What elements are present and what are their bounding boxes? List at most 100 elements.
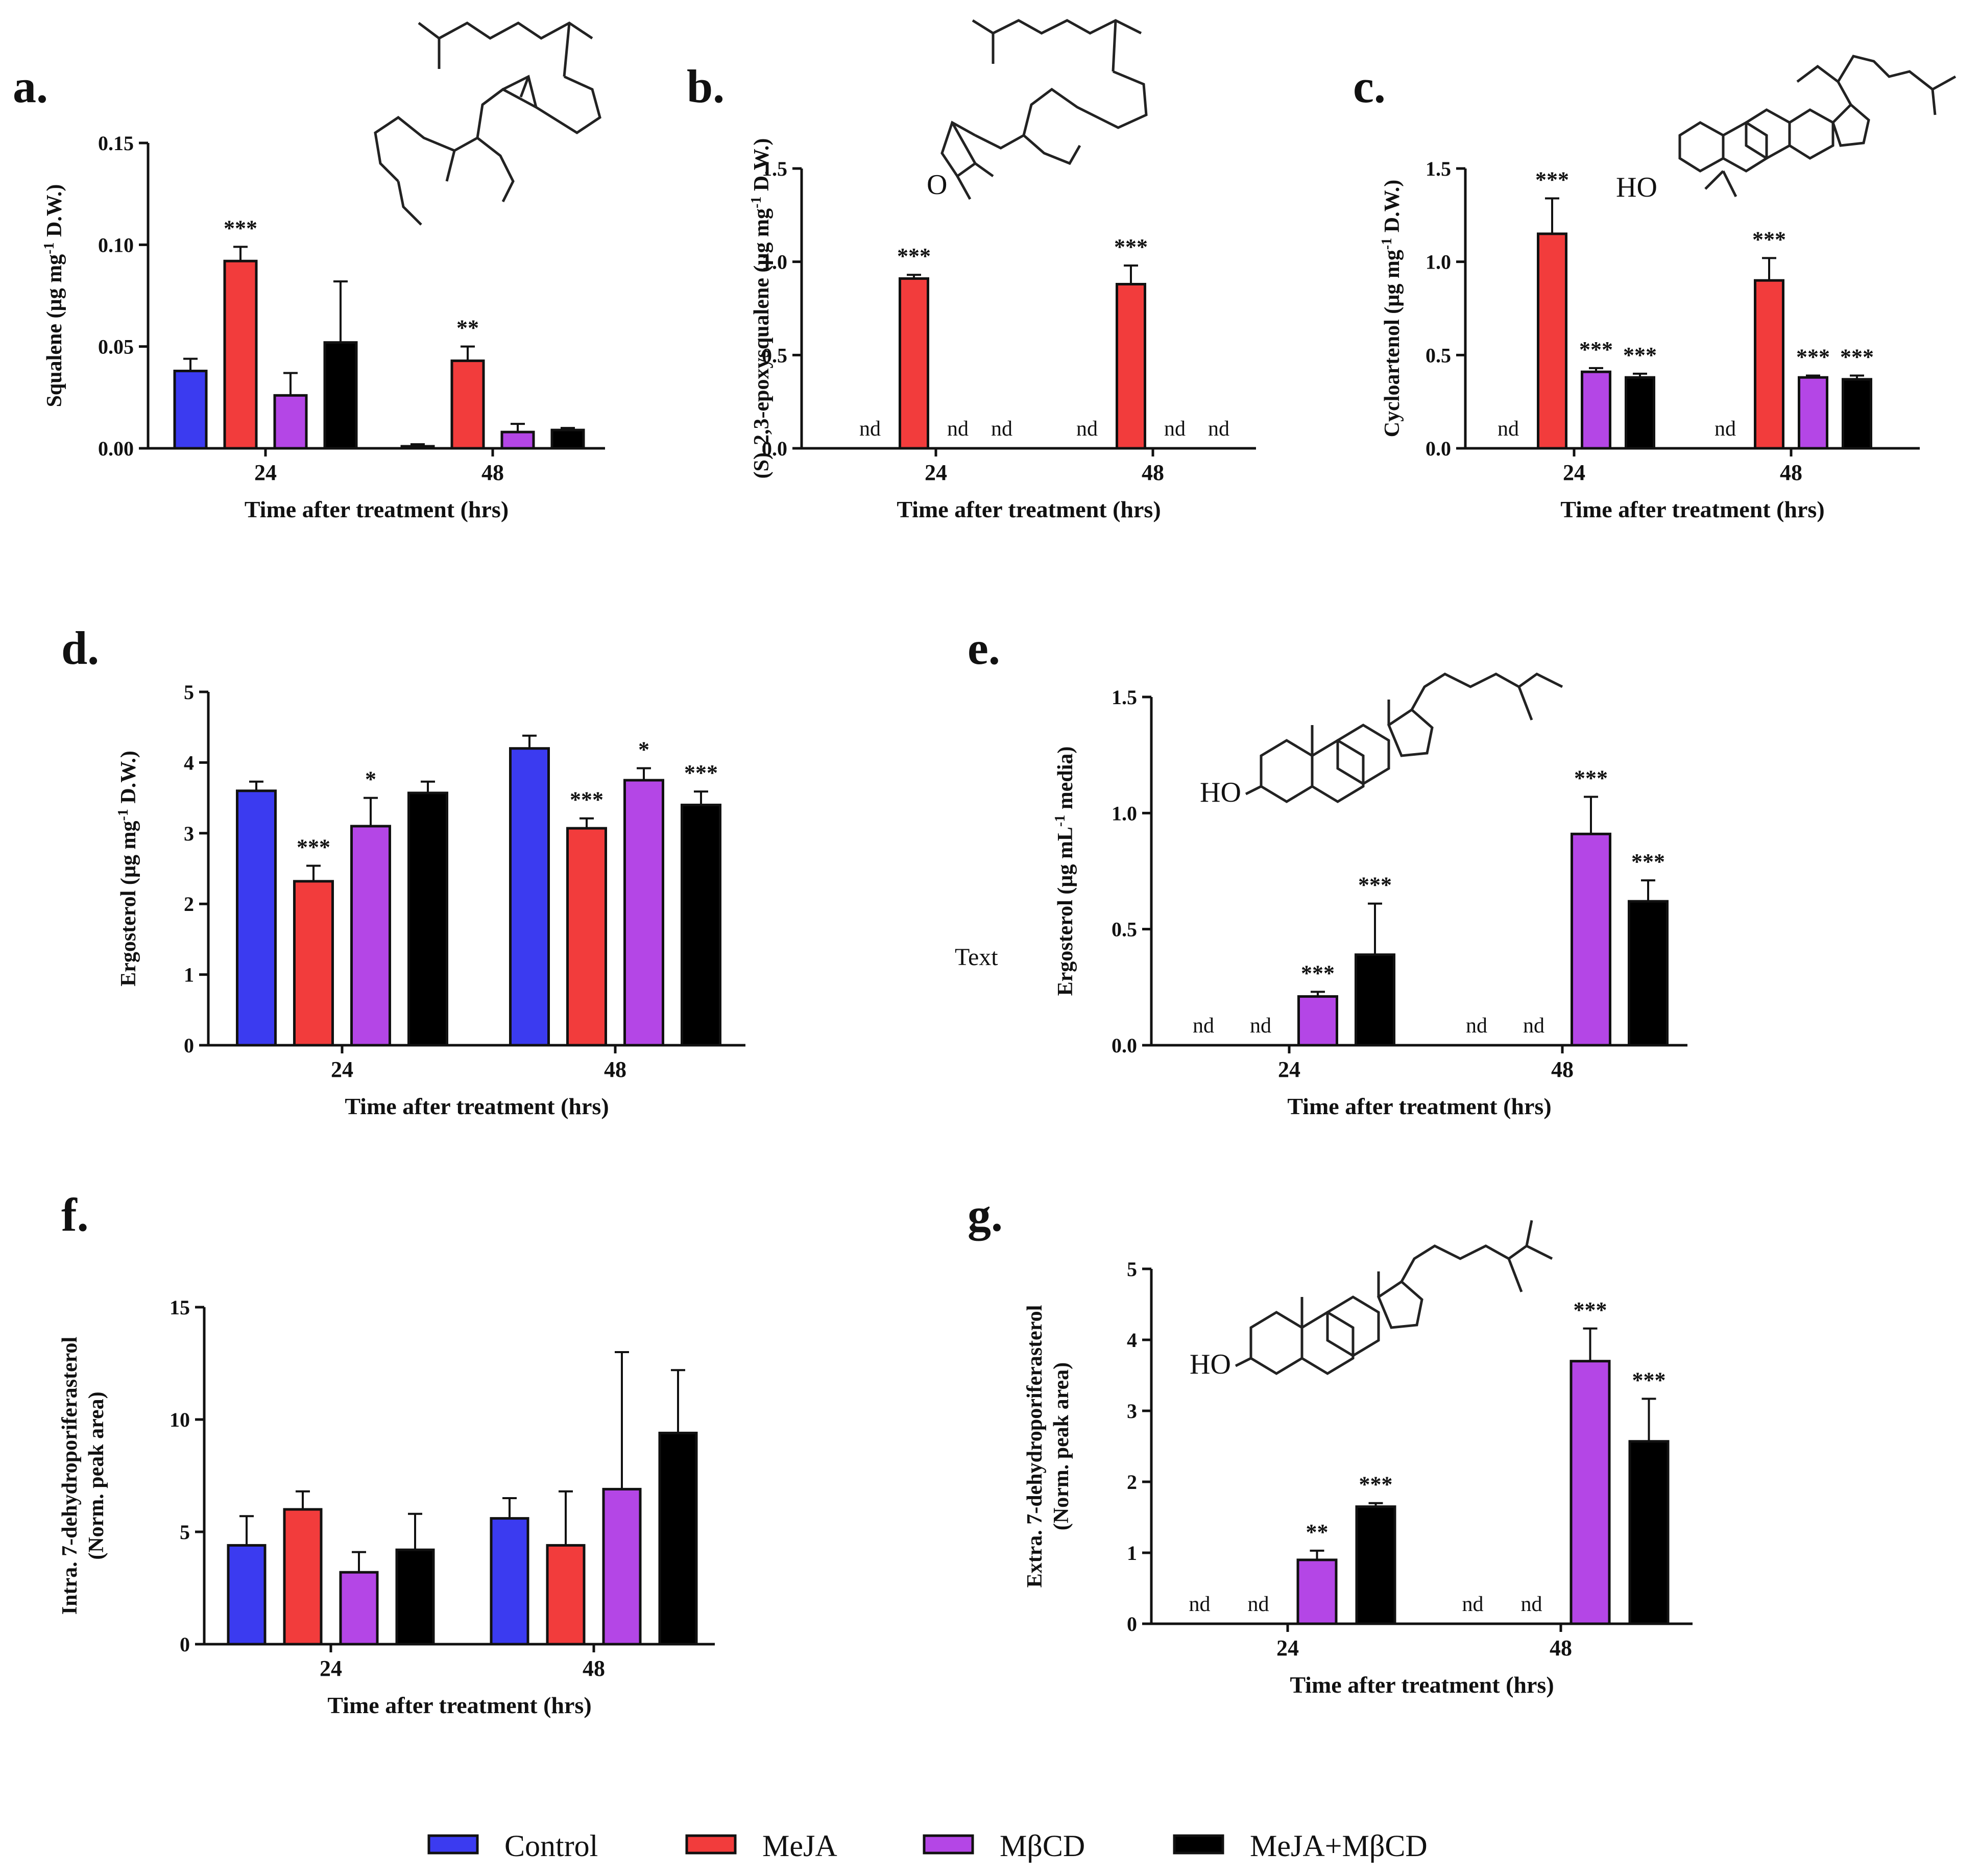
x-axis-label: Time after treatment (hrs) <box>1287 1093 1551 1119</box>
bar-control <box>236 789 277 1047</box>
chart-panel-f: f. 0 5 10 15 24 48 Time after treatment (hrs) In… <box>58 1189 715 1718</box>
not-detected-label: nd <box>1462 1593 1484 1616</box>
not-detected-label: nd <box>1466 1014 1487 1038</box>
chart-panel-d: d. 0 1 2 3 4 5 24 48 Time after treatment (hrs) Er… <box>61 622 745 1119</box>
significance-label: *** <box>1301 960 1335 985</box>
legend-item: MeJA <box>685 1829 837 1863</box>
y-tick-label: 0.05 <box>98 335 134 358</box>
panel-letter: d. <box>61 622 99 674</box>
cycloartenol-structure-icon <box>1678 55 1957 198</box>
legend-item: MβCD <box>923 1829 1085 1863</box>
bar-meja <box>293 880 334 1047</box>
chart-panel-g: g. 0 1 2 3 4 5 24 48 Time after treatment (hrs) Ex… <box>968 1189 1693 1698</box>
bar-m-cd <box>1296 1558 1338 1625</box>
bar-m-cd <box>602 1487 642 1646</box>
bar-meja <box>223 259 258 450</box>
bar-control <box>509 747 550 1047</box>
bar-meja-m-cd <box>1355 953 1395 1047</box>
significance-label: *** <box>1632 1367 1666 1392</box>
y-tick-label: 2 <box>184 893 194 916</box>
significance-label: ** <box>456 316 479 341</box>
bar-m-cd <box>1297 995 1338 1047</box>
x-tick-label: 24 <box>1278 1057 1300 1082</box>
y-tick-label: 1.0 <box>1426 251 1451 274</box>
significance-label: *** <box>1359 1472 1393 1497</box>
y-tick-label: 0.00 <box>98 437 134 460</box>
bar-meja-m-cd <box>550 428 585 450</box>
bar-meja-m-cd <box>658 1431 698 1646</box>
y-tick-label: 0.0 <box>762 437 787 460</box>
bar-m-cd <box>1569 1360 1611 1625</box>
bar-control <box>400 445 435 450</box>
legend-swatch <box>427 1834 479 1855</box>
x-tick-label: 48 <box>1780 460 1802 485</box>
x-axis-label: Time after treatment (hrs) <box>1560 496 1824 522</box>
not-detected-label: nd <box>1248 1593 1269 1616</box>
y-tick-label: 3 <box>1127 1400 1137 1423</box>
chart-panel-b: b. 0.0 0.5 1.0 1.5 24 48 Time after treatment (… <box>687 60 1256 522</box>
y-axis-label-part: -1 <box>1379 238 1395 250</box>
y-axis-label-part: D.W.) <box>43 184 66 243</box>
legend-label: MβCD <box>1000 1829 1085 1863</box>
y-tick-label: 4 <box>184 751 194 774</box>
bar-meja <box>450 359 485 450</box>
significance-label: *** <box>1796 345 1830 370</box>
not-detected-label: nd <box>1250 1014 1271 1038</box>
panel-letter: g. <box>968 1189 1003 1241</box>
bar-meja-m-cd <box>407 791 448 1047</box>
bar-meja-m-cd <box>323 341 358 450</box>
significance-label: *** <box>1752 227 1786 252</box>
significance-label: * <box>638 737 649 762</box>
x-tick-label: 24 <box>254 460 277 485</box>
y-tick-label: 4 <box>1127 1329 1137 1352</box>
panel-letter: e. <box>968 622 1000 674</box>
panel-letter: c. <box>1353 60 1386 112</box>
panel-letter: a. <box>13 60 48 112</box>
bar-meja-m-cd <box>681 803 721 1047</box>
y-tick-label: 10 <box>170 1408 190 1431</box>
y-tick-label: 1.0 <box>762 251 787 274</box>
not-detected-label: nd <box>991 417 1012 441</box>
x-tick-label: 48 <box>583 1656 605 1681</box>
bar-meja-m-cd <box>1628 900 1669 1047</box>
bar-meja <box>566 827 607 1047</box>
y-axis-label-part: Cycloartenol (µg mg <box>1381 250 1404 437</box>
bar-m-cd <box>350 825 391 1047</box>
bar-meja <box>899 277 929 450</box>
bar-m-cd <box>273 394 308 450</box>
legend-swatch <box>685 1834 737 1855</box>
x-tick-label: 48 <box>1551 1057 1574 1082</box>
y-axis-label: Ergosterol (µg mg-1 D.W.) <box>115 751 141 987</box>
bar-meja <box>1537 232 1567 450</box>
x-tick-label: 48 <box>481 460 504 485</box>
bar-m-cd <box>339 1571 379 1646</box>
x-axis-label: Time after treatment (hrs) <box>1290 1672 1554 1698</box>
y-tick-label: 1.5 <box>1426 157 1451 180</box>
bar-meja <box>546 1544 586 1646</box>
significance-label: *** <box>1631 849 1665 874</box>
bar-control <box>227 1544 267 1646</box>
significance-label: * <box>365 767 376 792</box>
bar-meja-m-cd <box>1842 378 1872 450</box>
epoxide-oxygen-label: O <box>927 169 947 201</box>
bar-m-cd <box>623 779 664 1047</box>
y-tick-label: 5 <box>180 1521 190 1544</box>
dehydroporiferasterol-structure-icon <box>1235 1220 1553 1375</box>
y-axis-label-part: D.W.) <box>117 751 140 809</box>
significance-label: ** <box>1306 1520 1329 1545</box>
y-axis-label: (S)-2,3-epoxysqualene (µg mg-1 D.W.) <box>748 138 774 479</box>
y-tick-label: 0.0 <box>1112 1034 1137 1057</box>
y-tick-label: 0 <box>1127 1613 1137 1636</box>
significance-label: *** <box>1114 234 1148 259</box>
x-tick-label: 48 <box>1550 1636 1572 1661</box>
chart-panel-c: c. 0.0 0.5 1.0 1.5 24 48 Time after treatment (… <box>1353 60 1920 522</box>
legend-label: Control <box>504 1829 598 1863</box>
epoxysqualene-structure-icon <box>940 19 1148 200</box>
significance-label: *** <box>1574 766 1608 791</box>
bar-m-cd <box>1571 832 1611 1047</box>
significance-label: *** <box>897 244 931 269</box>
y-tick-label: 5 <box>1127 1258 1137 1281</box>
y-axis-label-part: Ergosterol (µg mL <box>1054 827 1077 996</box>
ergosterol-structure-icon <box>1245 672 1563 803</box>
